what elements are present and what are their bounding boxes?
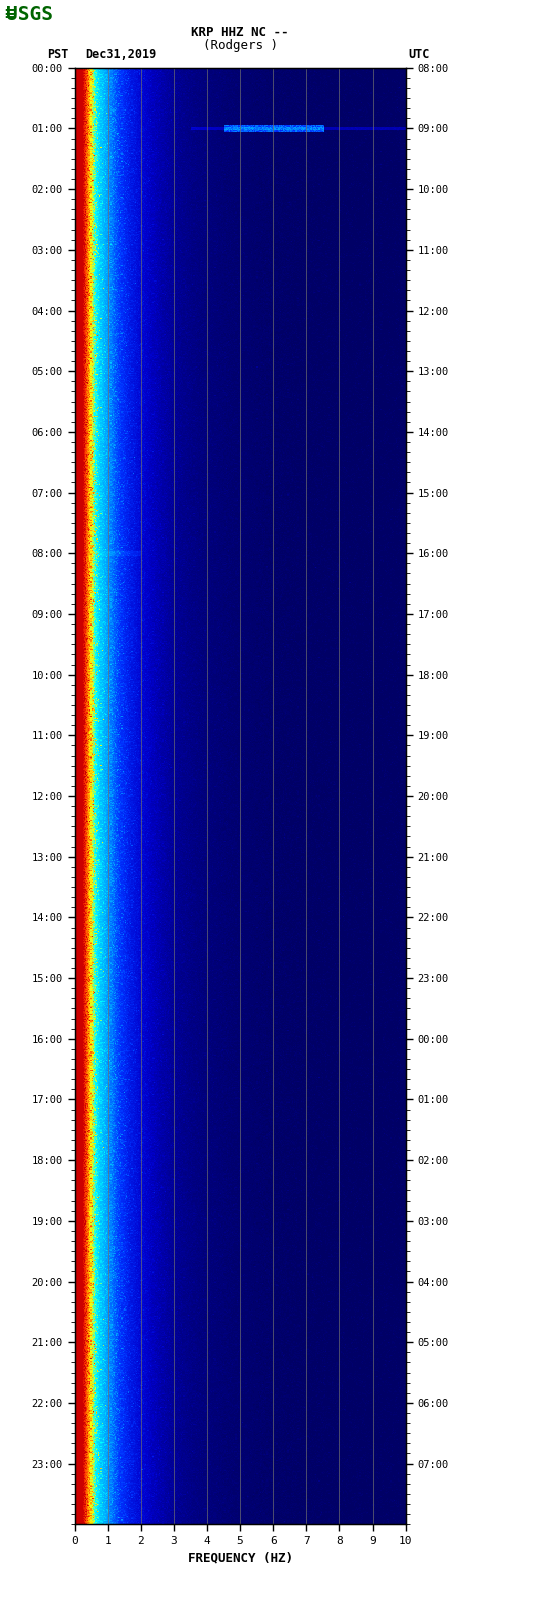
Text: (Rodgers ): (Rodgers ) xyxy=(203,39,278,52)
Text: USGS: USGS xyxy=(6,5,52,24)
Text: PST: PST xyxy=(47,48,69,61)
Text: Dec31,2019: Dec31,2019 xyxy=(86,48,157,61)
Text: ≡: ≡ xyxy=(3,5,17,23)
Text: KRP HHZ NC --: KRP HHZ NC -- xyxy=(192,26,289,39)
Text: UTC: UTC xyxy=(408,48,430,61)
X-axis label: FREQUENCY (HZ): FREQUENCY (HZ) xyxy=(188,1552,293,1565)
